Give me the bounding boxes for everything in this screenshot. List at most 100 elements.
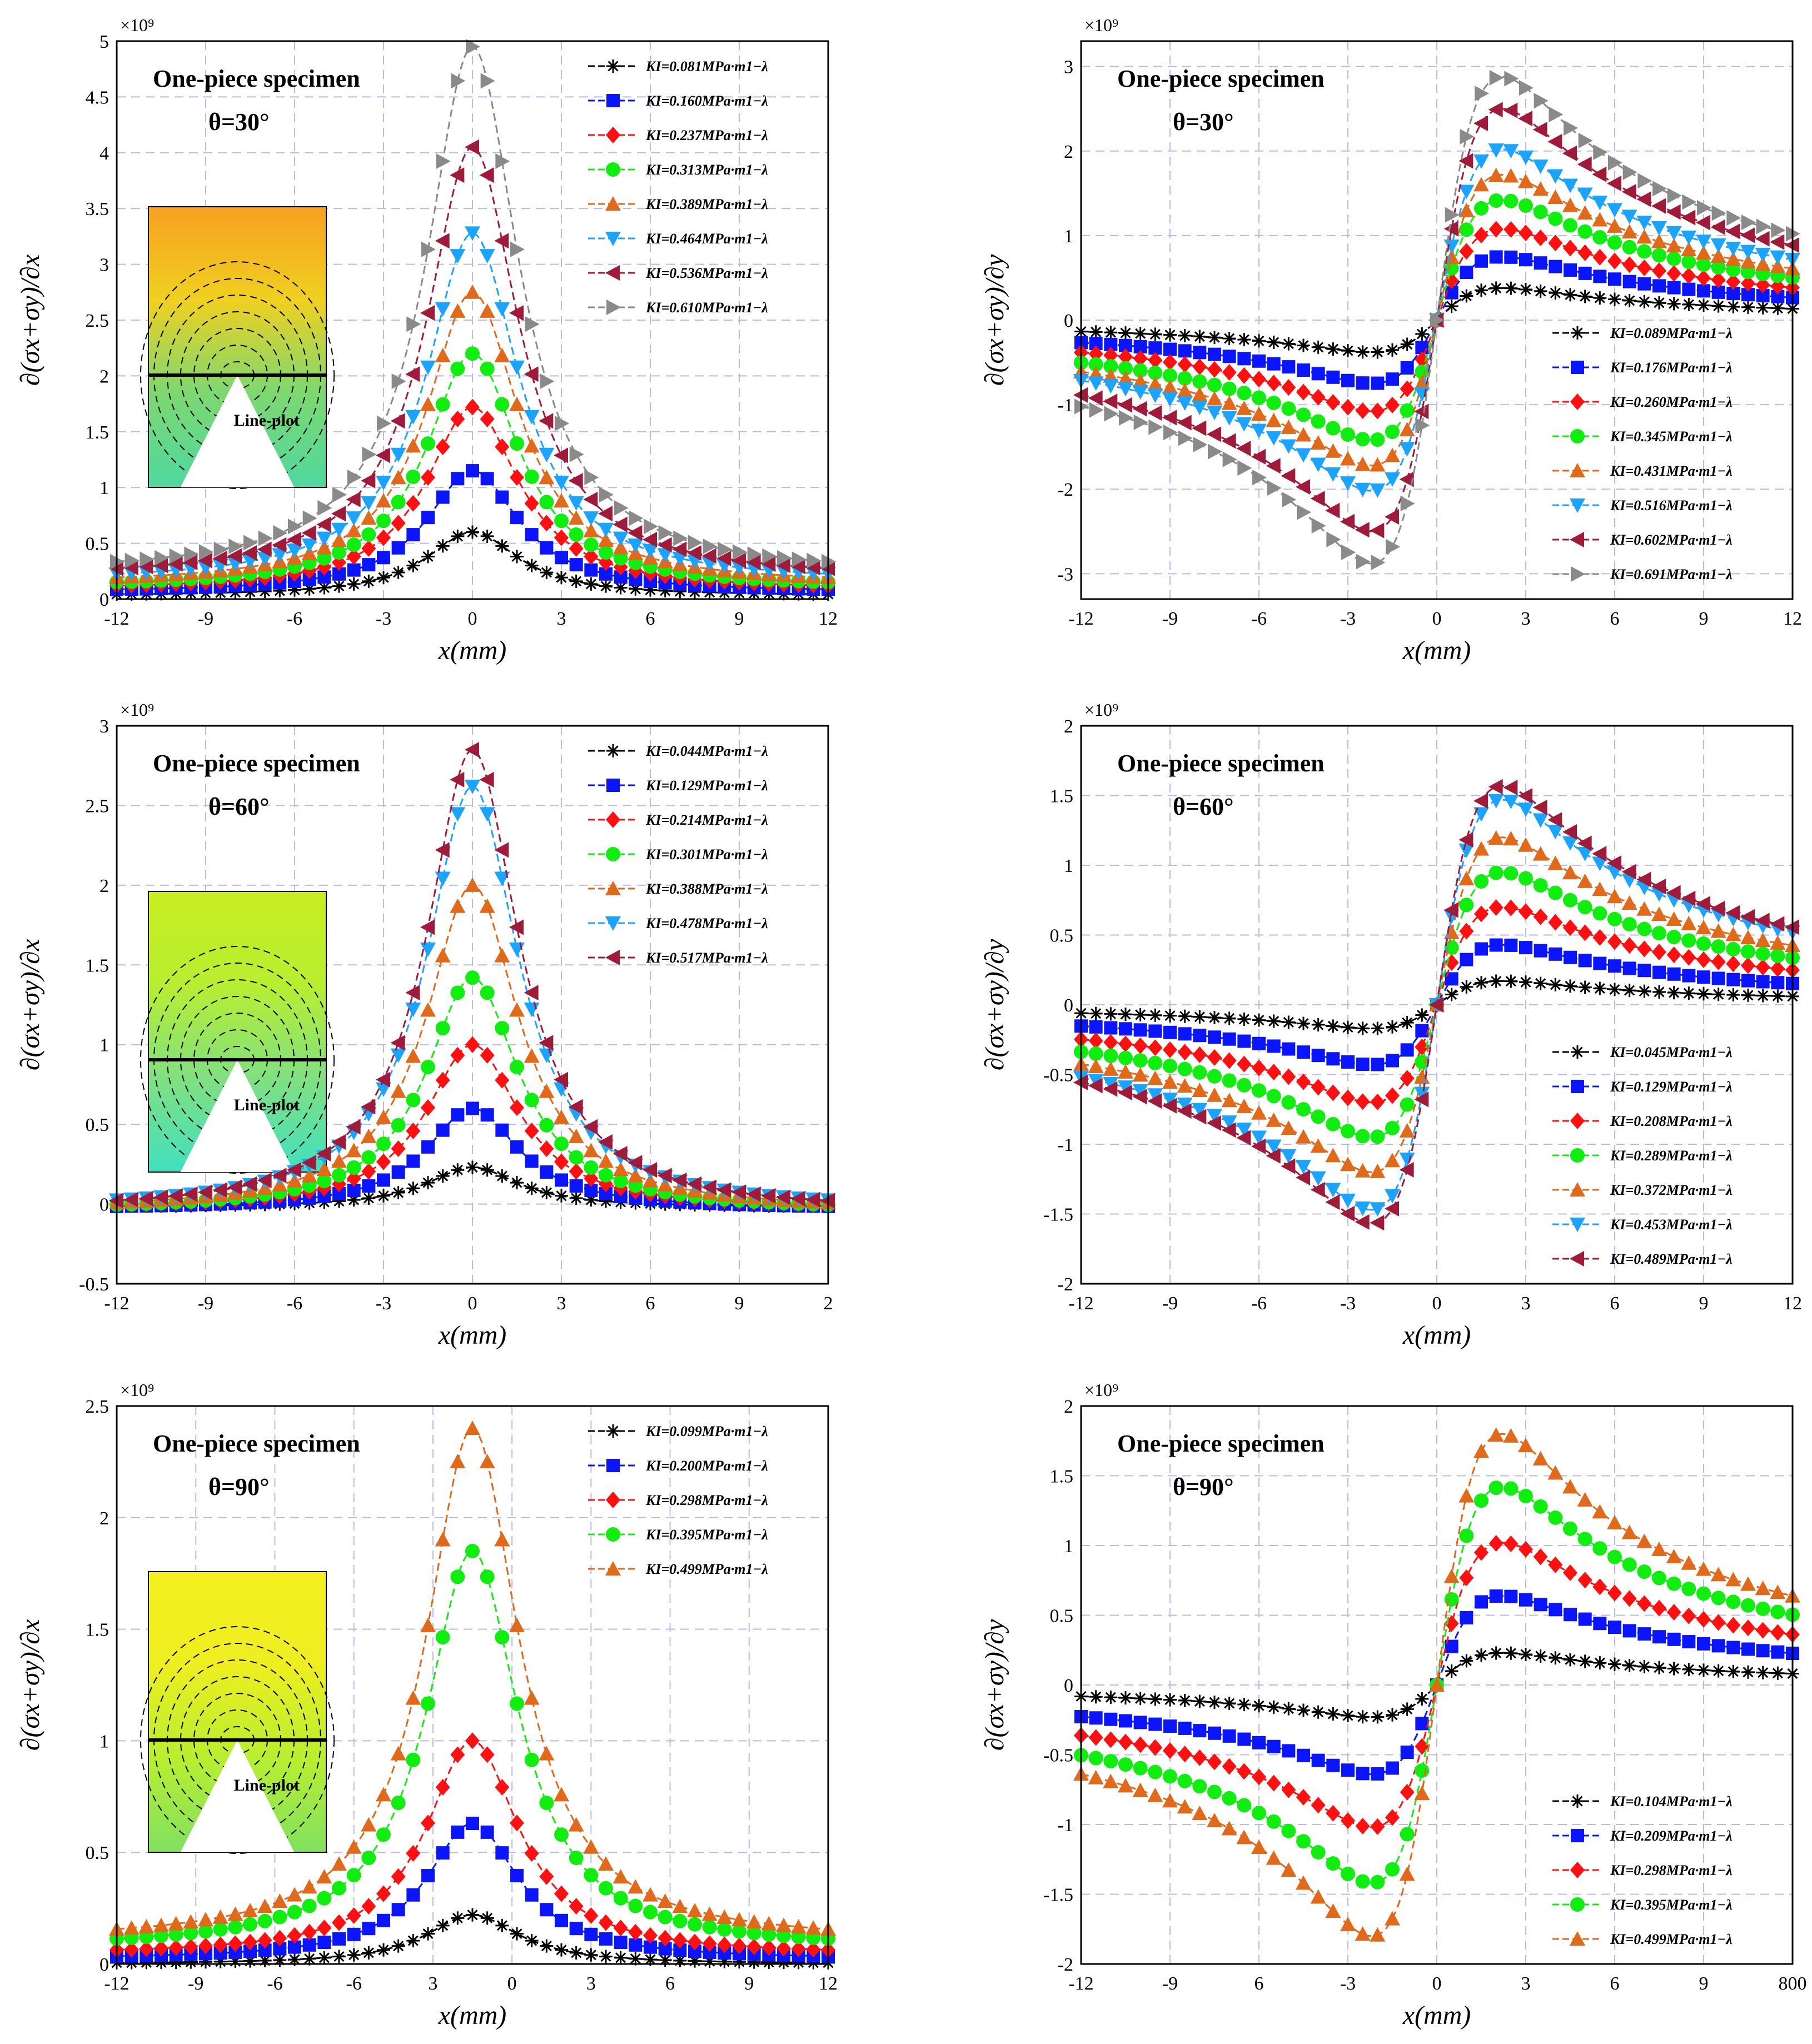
data-point	[451, 73, 466, 89]
data-point	[1282, 360, 1296, 374]
legend-entry: KI=0.301MPa·m1−λ	[645, 846, 768, 863]
data-point	[1281, 1120, 1297, 1135]
data-point	[1266, 1112, 1282, 1127]
data-point	[347, 1948, 361, 1962]
data-point	[243, 1917, 257, 1932]
data-point	[1400, 1783, 1415, 1801]
data-point	[362, 558, 376, 572]
data-point	[1607, 933, 1622, 950]
data-point	[1251, 1839, 1267, 1854]
data-point	[213, 1936, 228, 1953]
data-point	[1592, 212, 1608, 227]
data-point	[1593, 981, 1607, 995]
legend-entry: KI=0.298MPa·m1−λ	[645, 1492, 768, 1508]
data-point	[1711, 1614, 1726, 1631]
data-point	[1088, 1751, 1103, 1766]
data-point	[1711, 260, 1726, 275]
x-axis-label: x(mm)	[1402, 1320, 1471, 1350]
data-point	[1356, 1710, 1370, 1724]
data-point	[584, 1927, 598, 1941]
data-point	[1103, 1081, 1118, 1097]
data-point	[1475, 1595, 1488, 1609]
data-point	[1088, 1729, 1103, 1746]
data-point	[1666, 265, 1681, 282]
legend-entry: KI=0.129MPa·m1−λ	[1610, 1079, 1733, 1095]
data-point	[1088, 1032, 1103, 1049]
data-point	[1132, 1782, 1148, 1797]
data-point	[554, 1787, 569, 1802]
data-point	[1534, 1649, 1547, 1663]
data-point	[1460, 128, 1475, 144]
data-point	[569, 574, 583, 588]
data-point	[466, 39, 480, 55]
data-point	[569, 446, 584, 462]
legend: KI=0.045MPa·m1−λKI=0.129MPa·m1−λKI=0.208…	[1552, 1044, 1733, 1267]
x-tick-label: 3	[557, 1293, 566, 1314]
data-point	[1429, 997, 1443, 1013]
data-point	[1326, 342, 1340, 356]
data-point	[316, 1161, 332, 1176]
data-point	[1504, 938, 1518, 952]
data-point	[1310, 1138, 1326, 1153]
data-point	[1399, 471, 1414, 487]
data-point	[1564, 288, 1577, 302]
legend-entry: KI=0.431MPa·m1−λ	[1610, 463, 1733, 479]
data-point	[1207, 405, 1222, 420]
data-point	[1696, 896, 1710, 912]
data-point	[1681, 255, 1696, 270]
data-point	[1237, 333, 1251, 347]
legend-entry: KI=0.089MPa·m1−λ	[1610, 325, 1733, 341]
data-point	[1711, 939, 1726, 954]
data-point	[1370, 483, 1386, 498]
data-point	[509, 360, 525, 375]
data-point	[568, 1817, 584, 1832]
legend: KI=0.104MPa·m1−λKI=0.209MPa·m1−λKI=0.298…	[1552, 1793, 1733, 1947]
legend-marker	[606, 94, 620, 107]
data-point	[1607, 911, 1622, 926]
data-point	[1696, 920, 1711, 935]
legend-marker	[606, 811, 620, 828]
data-point	[1771, 1666, 1785, 1680]
data-point	[1547, 825, 1564, 840]
data-point	[406, 1934, 420, 1948]
data-point	[1341, 1124, 1355, 1139]
data-point	[1163, 1041, 1177, 1059]
data-point	[1311, 1753, 1325, 1767]
data-point	[717, 1936, 732, 1953]
x-tick-label: 6	[646, 609, 655, 629]
axis-multiplier: ×10⁹	[1084, 700, 1118, 720]
y-tick-label: -1.5	[1043, 1885, 1073, 1906]
legend-marker	[606, 1459, 620, 1472]
data-point	[272, 1168, 287, 1184]
data-point	[1252, 1083, 1266, 1098]
data-point	[1636, 901, 1652, 916]
data-point	[1637, 1627, 1651, 1641]
data-point	[212, 1182, 227, 1198]
data-point	[1325, 1194, 1340, 1210]
data-point	[1563, 240, 1577, 257]
y-tick-label: 1.5	[1050, 786, 1074, 807]
y-tick-label: 1.5	[86, 1620, 109, 1641]
data-point	[1237, 1012, 1251, 1026]
data-point	[1474, 1443, 1489, 1458]
data-point	[123, 560, 138, 576]
data-point	[1518, 788, 1532, 804]
data-point	[153, 1917, 169, 1932]
data-point	[1667, 281, 1681, 295]
data-point	[346, 1868, 361, 1883]
data-point	[1326, 394, 1341, 411]
data-point	[1282, 1015, 1296, 1029]
legend: KI=0.081MPa·m1−λKI=0.160MPa·m1−λKI=0.237…	[588, 58, 768, 316]
data-point	[1621, 864, 1636, 880]
data-point	[1740, 1576, 1756, 1591]
data-point	[1192, 420, 1207, 436]
data-point	[347, 577, 361, 591]
x-tick-label: -3	[376, 609, 391, 629]
data-point	[716, 550, 731, 566]
data-point	[1458, 185, 1475, 200]
data-point	[391, 1868, 406, 1885]
data-point	[1770, 960, 1785, 978]
data-point	[1103, 1076, 1119, 1091]
data-point	[168, 1188, 183, 1204]
legend-marker	[606, 300, 621, 315]
